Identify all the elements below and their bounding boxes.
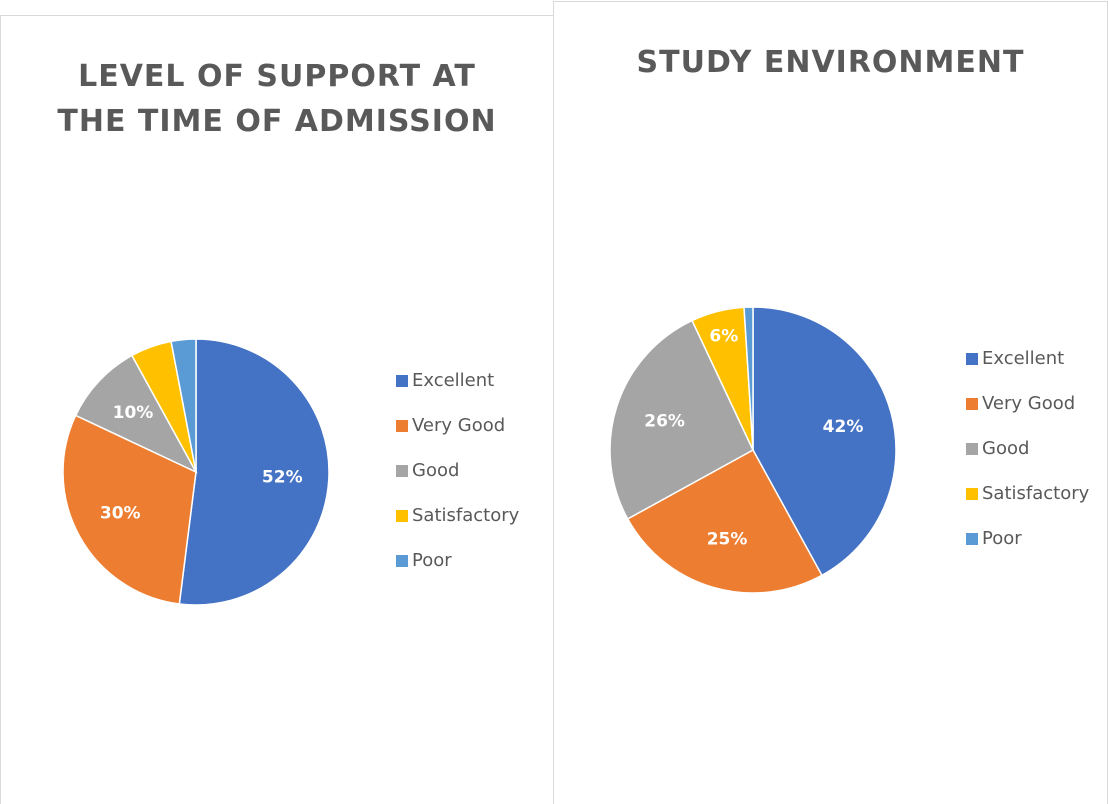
data-label: 26%	[644, 411, 685, 431]
legend-label: Good	[412, 460, 459, 481]
pie-slice	[178, 338, 330, 606]
legend-label: Poor	[412, 550, 452, 571]
pie-slice	[743, 306, 754, 451]
legend-swatch	[396, 375, 408, 387]
data-label: 6%	[709, 326, 738, 346]
chart-panel: LEVEL OF SUPPORT AT THE TIME OF ADMISSIO…	[0, 15, 554, 804]
legend-swatch	[396, 465, 408, 477]
legend-label: Poor	[982, 528, 1022, 549]
data-label: 42%	[823, 417, 864, 437]
legend-label: Excellent	[982, 348, 1064, 369]
legend-swatch	[396, 555, 408, 567]
data-label: 25%	[707, 529, 748, 549]
chart: 42% 25% 26% 6% Excellent Very Good Good Satisfa…	[609, 306, 1090, 594]
pie-slice	[626, 448, 823, 594]
chart-title: LEVEL OF SUPPORT AT THE TIME OF ADMISSIO…	[57, 59, 497, 139]
legend-swatch	[396, 420, 408, 432]
legend-label: Very Good	[982, 393, 1075, 414]
legend-swatch	[966, 533, 978, 545]
legend-label: Excellent	[412, 370, 494, 391]
pie-slice	[74, 354, 198, 474]
legend-label: Satisfactory	[982, 483, 1090, 504]
chart-panel: STUDY ENVIRONMENT 42% 25% 26% 6% Excellent Ve…	[553, 1, 1108, 804]
legend-swatch	[966, 488, 978, 500]
data-label: 52%	[262, 467, 303, 487]
pie-slice	[170, 338, 197, 473]
data-label: 10%	[113, 403, 154, 423]
legend-label: Good	[982, 438, 1029, 459]
legend-label: Satisfactory	[412, 505, 520, 526]
pie-slice	[609, 319, 754, 520]
pie-slice	[62, 414, 197, 605]
chart: 52% 30% 10% Excellent Very Good Good Satisfact…	[62, 338, 520, 606]
legend-swatch	[966, 398, 978, 410]
legend-label: Very Good	[412, 415, 505, 436]
legend-swatch	[396, 510, 408, 522]
data-label: 30%	[100, 504, 141, 524]
chart-title: STUDY ENVIRONMENT	[636, 45, 1025, 80]
pie-slice	[752, 306, 897, 577]
legend-swatch	[966, 353, 978, 365]
legend-swatch	[966, 443, 978, 455]
